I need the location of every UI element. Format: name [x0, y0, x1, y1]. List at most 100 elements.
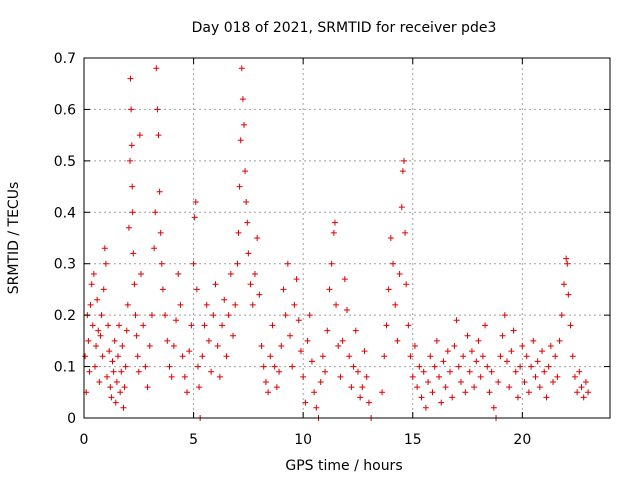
data-point	[188, 322, 195, 329]
data-point	[449, 394, 456, 401]
data-point	[569, 353, 576, 360]
data-point	[122, 363, 129, 370]
data-point	[396, 271, 403, 277]
data-point	[173, 317, 180, 324]
data-point	[361, 348, 368, 355]
data-point	[93, 343, 100, 349]
data-point	[245, 250, 252, 257]
data-point	[140, 322, 147, 329]
data-point	[105, 322, 112, 329]
data-point	[157, 229, 164, 236]
data-point	[295, 317, 302, 324]
data-point	[558, 312, 565, 319]
data-point	[82, 353, 89, 360]
data-point	[477, 373, 484, 380]
data-point	[239, 96, 246, 103]
data-point	[234, 260, 241, 267]
data-point	[429, 389, 436, 396]
data-point	[243, 199, 250, 205]
data-point	[339, 337, 346, 344]
data-point	[348, 384, 355, 391]
data-point	[158, 260, 165, 267]
x-axis-label: GPS time / hours	[285, 458, 402, 474]
data-point	[142, 363, 149, 370]
data-point	[117, 389, 124, 396]
data-point	[359, 384, 366, 391]
data-point	[379, 389, 386, 396]
data-point	[564, 260, 571, 267]
data-point	[155, 132, 162, 139]
data-point	[186, 348, 193, 355]
data-point	[532, 373, 539, 380]
data-point	[381, 353, 388, 360]
data-point	[414, 384, 421, 391]
data-point	[110, 368, 117, 375]
data-point	[521, 379, 528, 385]
data-point	[510, 327, 517, 334]
data-point	[121, 384, 128, 391]
x-tick-label: 20	[513, 432, 531, 448]
data-point	[132, 312, 139, 319]
data-point	[109, 358, 116, 365]
data-point	[170, 343, 177, 349]
data-point	[113, 379, 120, 385]
data-point	[580, 394, 587, 401]
data-point	[135, 368, 142, 375]
data-point	[282, 312, 289, 319]
data-point	[114, 353, 121, 360]
data-point	[326, 286, 333, 293]
data-point	[111, 337, 118, 344]
data-point	[212, 281, 219, 288]
y-tick-label: 0	[67, 411, 76, 427]
data-point	[265, 389, 272, 396]
data-point	[482, 322, 489, 329]
plot-frame	[83, 57, 611, 419]
data-point	[247, 281, 254, 288]
data-point	[219, 322, 226, 329]
data-point	[86, 368, 93, 375]
data-point	[94, 296, 101, 303]
data-point	[244, 219, 251, 226]
data-point	[256, 291, 263, 298]
x-tick-label: 15	[404, 432, 422, 448]
data-point	[159, 286, 166, 293]
data-point	[387, 235, 394, 241]
data-point	[455, 363, 462, 370]
data-point	[550, 379, 557, 385]
data-point	[276, 368, 283, 375]
data-point	[129, 183, 136, 190]
data-point	[230, 332, 237, 339]
y-tick-label: 0.2	[54, 308, 76, 324]
data-point	[464, 332, 471, 339]
data-point	[112, 399, 119, 406]
data-point	[563, 255, 570, 262]
data-point	[89, 322, 96, 329]
data-point	[539, 348, 546, 355]
data-point	[333, 301, 340, 308]
data-point	[411, 343, 418, 349]
grid-layer	[84, 58, 610, 418]
data-point	[319, 353, 326, 360]
data-point	[95, 327, 102, 334]
data-point	[466, 368, 473, 375]
data-point	[278, 343, 285, 349]
data-point	[311, 389, 318, 396]
data-point	[156, 188, 163, 195]
data-point	[184, 389, 191, 396]
data-point	[390, 260, 397, 267]
data-point	[427, 353, 434, 360]
data-point	[216, 373, 223, 380]
data-point	[181, 373, 188, 380]
data-point	[545, 363, 552, 370]
data-point	[280, 286, 287, 293]
data-point	[223, 353, 230, 360]
data-point	[541, 368, 548, 375]
data-point	[484, 363, 491, 370]
data-point	[284, 260, 291, 267]
data-point	[350, 363, 357, 370]
data-point	[107, 384, 114, 391]
data-point	[190, 260, 197, 267]
data-point	[269, 322, 276, 329]
axis-ticks: 0 5 10 15 20 0 0.1 0.2 0.3 0.4 0.5 0.6 0.7	[54, 51, 610, 448]
data-point	[556, 337, 563, 344]
